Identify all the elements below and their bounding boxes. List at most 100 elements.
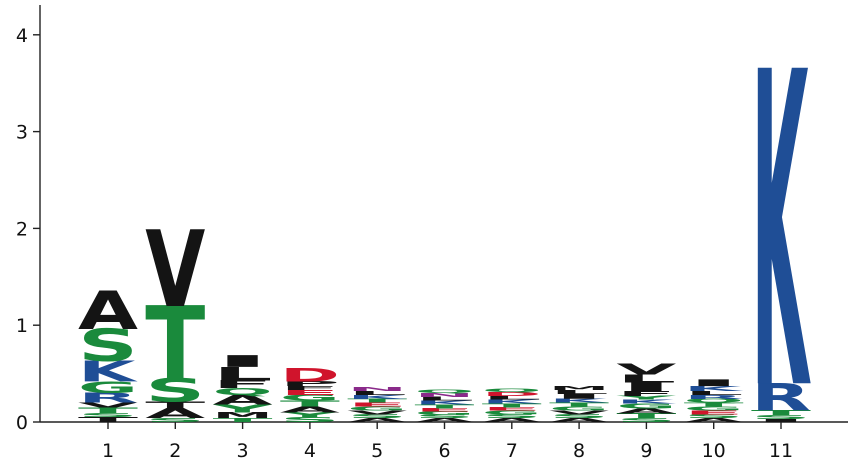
logo-letter: T: [280, 399, 341, 408]
logo-letter: K: [347, 394, 408, 400]
logo-letter: Y: [616, 395, 677, 401]
logo-letter: R: [684, 394, 744, 400]
logo-letter: T: [213, 417, 274, 423]
logo-letter: A: [549, 417, 610, 423]
x-tick-label: 9: [640, 440, 652, 462]
logo-letter: L: [482, 395, 542, 401]
logo-letter: I: [213, 352, 273, 371]
y-tick-label: 0: [16, 412, 28, 434]
logo-letter: Y: [279, 411, 340, 419]
logo-letter: L: [347, 390, 407, 396]
logo-letter: M: [213, 411, 273, 420]
logo-letter: E: [347, 401, 407, 407]
logo-letter: S: [549, 413, 609, 419]
logo-letter: S: [482, 413, 542, 419]
logo-letter: S: [751, 414, 811, 420]
logo-letter: Q: [482, 388, 542, 393]
logo-letter: K: [78, 356, 139, 389]
logo-letter: A: [145, 406, 205, 422]
logo-letter: A: [280, 405, 340, 414]
x-tick-label: 2: [169, 440, 181, 462]
logo-letter: V: [347, 409, 408, 415]
x-tick-label: 5: [371, 440, 383, 462]
x-tick-label: 8: [573, 440, 585, 462]
logo-letter: S: [415, 414, 475, 419]
y-axis: 0 1 2 3 4: [16, 5, 41, 434]
logo-letter: A: [347, 417, 408, 423]
logo-letter: D: [482, 391, 542, 397]
x-ticks: 1 2 3 4 5 6 7 8 9 10 11: [102, 422, 793, 462]
logo-letter: T: [347, 398, 408, 404]
logo-letter: A: [482, 417, 543, 423]
logo-letter: S: [347, 413, 407, 419]
logo-letter: S: [78, 320, 138, 372]
logo-letter: V: [549, 409, 610, 415]
logo-letter: Q: [213, 386, 273, 397]
logo-letter: T: [616, 412, 677, 420]
logo-letter: P: [280, 380, 340, 388]
logo-letter: G: [347, 406, 407, 412]
logo-letter: E: [415, 408, 475, 413]
logo-letter: S: [616, 417, 676, 423]
logo-letter: I: [684, 377, 744, 388]
logo-letter: S: [78, 412, 138, 418]
logo-letter: E: [684, 409, 744, 415]
logo-letter: T: [415, 403, 476, 409]
y-tick-label: 1: [16, 315, 28, 337]
logo-letter: S: [280, 416, 340, 424]
logo-letter: S: [145, 417, 205, 423]
x-tick-label: 10: [702, 440, 726, 462]
logo-letter: I: [751, 418, 811, 423]
y-tick-label: 3: [16, 122, 28, 144]
x-axis: 1 2 3 4 5 6 7 8 9 10 11: [40, 421, 848, 462]
x-tick-label: 3: [237, 440, 249, 462]
logo-letter: Y: [212, 403, 272, 415]
logo-letter: F: [616, 390, 676, 398]
logo-letter: A: [684, 417, 745, 423]
logo-letter: R: [751, 376, 811, 420]
logo-letter: G: [78, 378, 138, 397]
logo-letter: L: [213, 363, 273, 385]
logo-letter: G: [549, 406, 609, 412]
x-tick-label: 11: [769, 440, 793, 462]
logo-letter: K: [751, 0, 811, 472]
logo-letter: G: [616, 402, 676, 410]
logo-letter: A: [616, 407, 677, 415]
logo-letter: N: [347, 386, 407, 392]
logo-letter: K: [549, 398, 610, 404]
logo-letter: I: [616, 380, 676, 394]
logo-letter: L: [616, 372, 676, 385]
logo-letter: T: [78, 416, 139, 424]
logo-letter: T: [145, 400, 205, 411]
logo-letter: F: [213, 378, 273, 391]
logo-letter: E: [280, 389, 340, 397]
logo-letter: G: [482, 409, 542, 415]
logo-letter: R: [78, 390, 138, 406]
logo-letter: T: [482, 402, 543, 408]
x-tick-label: 7: [506, 440, 518, 462]
logo-letter: K: [415, 400, 476, 406]
logo-letter: S: [145, 372, 205, 410]
logo-letter: F: [280, 385, 340, 391]
logo-letter: N: [415, 392, 475, 398]
logo-letter: E: [482, 407, 542, 412]
logo-letter: T: [145, 286, 205, 403]
logo-letter: T: [751, 409, 812, 417]
logo-letter: K: [684, 385, 745, 393]
x-tick-label: 4: [304, 440, 316, 462]
y-ticks: 0 1 2 3 4: [16, 25, 40, 434]
logo-letter: K: [482, 399, 543, 405]
y-tick-label: 4: [16, 25, 28, 47]
logo-letter: I: [549, 393, 609, 401]
logo-letter: G: [415, 410, 475, 416]
